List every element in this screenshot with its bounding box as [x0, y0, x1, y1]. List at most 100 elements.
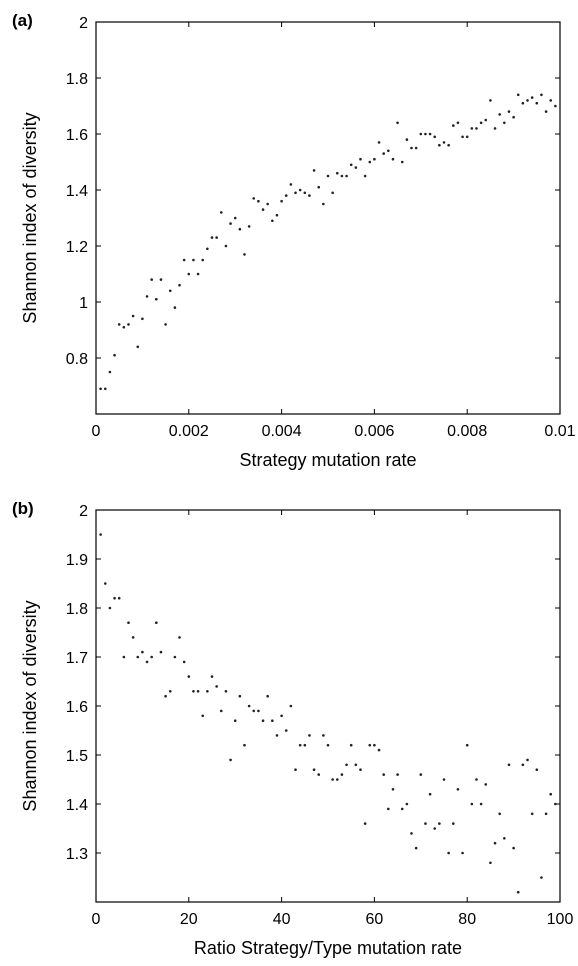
data-point	[363, 174, 367, 178]
data-point	[303, 743, 307, 747]
data-point	[489, 99, 492, 102]
data-point	[331, 778, 334, 781]
data-point	[210, 675, 214, 678]
data-point	[368, 743, 372, 747]
data-point	[252, 709, 256, 713]
data-point	[224, 690, 228, 693]
data-point	[215, 236, 218, 239]
data-point	[535, 101, 539, 105]
data-point	[294, 191, 297, 195]
data-point	[359, 157, 362, 161]
data-point	[530, 96, 534, 99]
data-point	[127, 323, 130, 326]
y-tick-label: 0.8	[66, 351, 88, 368]
y-tick-label: 2	[79, 15, 88, 32]
data-point	[521, 101, 525, 105]
data-point	[428, 132, 432, 136]
data-point	[164, 323, 167, 326]
data-point	[122, 325, 126, 329]
data-point	[275, 734, 279, 737]
data-point	[433, 135, 437, 139]
data-point	[187, 272, 191, 276]
data-point	[131, 314, 135, 318]
data-point	[99, 533, 102, 536]
data-point	[155, 621, 158, 624]
chart-panel-a: 0 0.002 0.004 0.006 0.008 0.01 0.8 1 1.2 1.4 1.6 1.…	[12, 11, 576, 470]
data-point	[284, 194, 288, 197]
data-point	[113, 596, 116, 600]
data-point	[354, 166, 358, 169]
data-point	[275, 213, 279, 217]
data-point	[192, 258, 195, 262]
data-point	[187, 675, 191, 678]
data-point	[233, 719, 237, 722]
x-tick-label: 0	[92, 911, 101, 928]
data-point	[178, 283, 181, 287]
x-tick-label: 0.01	[544, 423, 575, 440]
data-point	[447, 143, 450, 147]
x-tick-label: 0.002	[169, 423, 209, 440]
data-point	[516, 93, 520, 97]
data-point	[349, 743, 353, 747]
data-point	[544, 812, 548, 816]
plot-frame	[95, 21, 561, 415]
data-point	[391, 157, 395, 161]
x-tick-label: 0.008	[447, 423, 487, 440]
chart-panel-b: 0 20 40 60 80 100 1.3 1.4 1.5 1.6 1.7 1.8 1.9 2 Ratio …	[12, 499, 573, 958]
data-point	[354, 763, 358, 767]
data-point	[173, 306, 177, 309]
data-point	[373, 157, 376, 161]
data-point	[359, 768, 362, 771]
x-tick-label: 100	[547, 911, 574, 928]
data-point	[461, 135, 464, 139]
data-point	[335, 778, 339, 781]
data-point	[294, 768, 297, 771]
panel-label: (a)	[12, 11, 33, 30]
data-point	[182, 660, 186, 664]
data-point	[368, 160, 372, 164]
data-point	[451, 822, 455, 825]
data-point	[410, 146, 413, 150]
data-point	[363, 822, 367, 825]
data-point	[540, 876, 543, 879]
data-point	[349, 163, 353, 167]
data-point	[238, 694, 242, 698]
data-point	[387, 807, 390, 811]
data-point	[400, 160, 404, 164]
y-tick-label: 1.4	[66, 797, 88, 814]
data-point	[507, 763, 511, 767]
data-point	[196, 272, 200, 276]
data-point	[382, 152, 385, 155]
data-point	[280, 714, 283, 718]
data-point	[340, 773, 344, 776]
data-point	[219, 211, 223, 214]
data-point	[164, 694, 167, 698]
data-point	[345, 763, 348, 767]
data-point	[493, 127, 497, 130]
data-point	[271, 719, 274, 722]
data-point	[243, 253, 246, 256]
data-point	[247, 225, 251, 228]
data-point	[224, 244, 228, 248]
data-point	[261, 208, 265, 211]
data-point	[456, 121, 460, 125]
data-point	[312, 169, 316, 172]
data-point	[498, 812, 501, 816]
data-point	[229, 222, 232, 225]
data-point	[521, 763, 525, 767]
data-point	[117, 596, 121, 600]
plot-frame	[95, 509, 561, 903]
data-point	[136, 655, 140, 659]
data-point	[424, 132, 427, 136]
data-point	[168, 289, 172, 293]
data-point	[396, 121, 399, 125]
y-tick-label: 1.7	[66, 650, 88, 667]
data-point	[382, 773, 385, 776]
data-point	[493, 841, 497, 845]
data-point	[410, 832, 413, 835]
data-point	[201, 714, 205, 718]
data-point	[136, 345, 140, 349]
data-point	[103, 387, 107, 391]
data-point	[131, 636, 135, 639]
